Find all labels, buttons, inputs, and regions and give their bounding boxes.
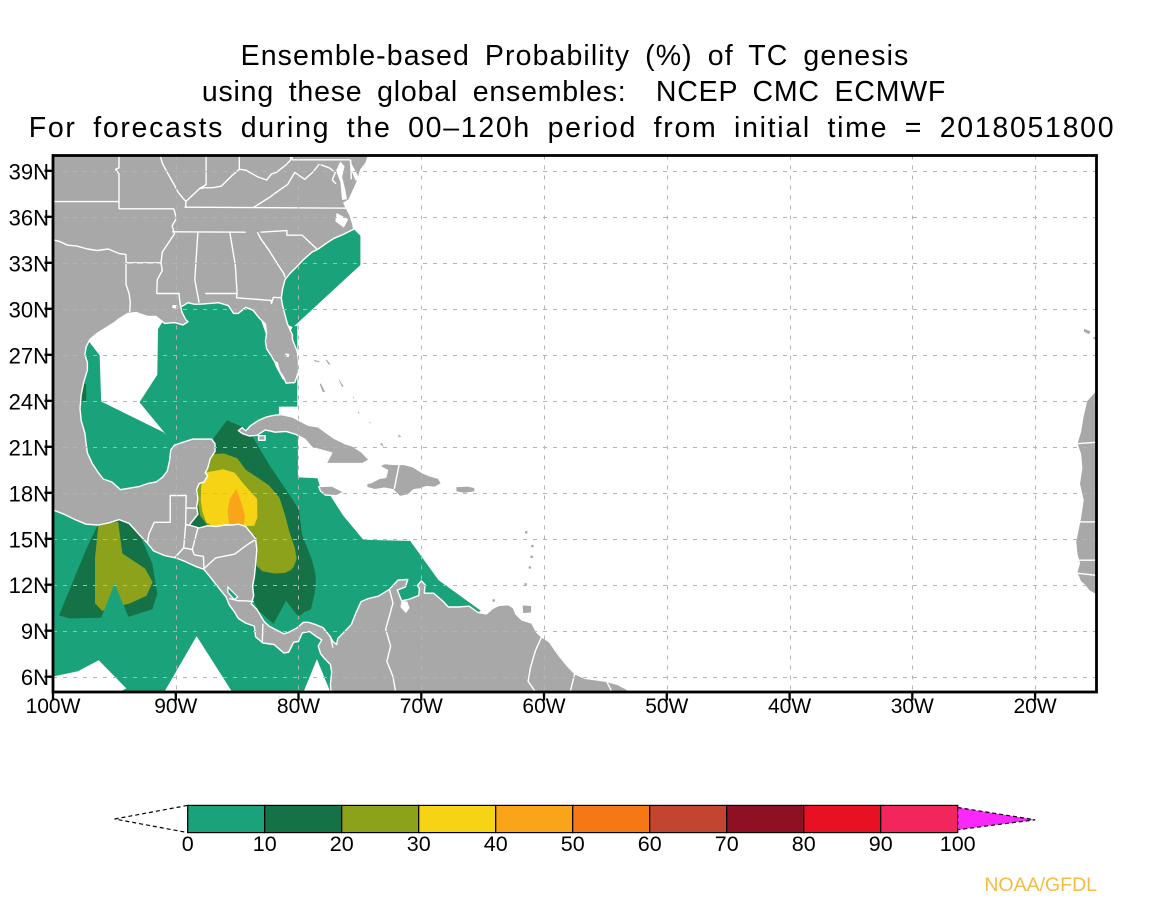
svg-text:9N: 9N [21, 619, 49, 644]
svg-text:33N: 33N [9, 251, 49, 276]
svg-text:NOAA/GFDL: NOAA/GFDL [984, 874, 1097, 896]
svg-text:30N: 30N [9, 297, 49, 322]
svg-text:0: 0 [182, 832, 194, 856]
svg-text:30: 30 [407, 832, 431, 856]
svg-text:90: 90 [869, 832, 893, 856]
svg-text:80W: 80W [277, 695, 320, 718]
svg-text:18N: 18N [9, 481, 49, 506]
svg-text:6N: 6N [21, 665, 49, 690]
svg-text:40W: 40W [768, 695, 811, 718]
svg-text:20: 20 [330, 832, 354, 856]
svg-text:Ensemble-based Probability (%): Ensemble-based Probability (%) of TC gen… [241, 40, 910, 72]
svg-text:12N: 12N [9, 573, 49, 598]
svg-text:60W: 60W [522, 695, 565, 718]
svg-text:20W: 20W [1014, 695, 1057, 718]
svg-text:70W: 70W [400, 695, 443, 718]
svg-text:60: 60 [638, 832, 662, 856]
svg-text:50: 50 [561, 832, 585, 856]
svg-text:30W: 30W [891, 695, 934, 718]
svg-text:21N: 21N [9, 435, 49, 460]
svg-text:70: 70 [715, 832, 739, 856]
svg-text:10: 10 [253, 832, 277, 856]
svg-text:36N: 36N [9, 205, 49, 230]
svg-text:27N: 27N [9, 343, 49, 368]
svg-text:using these global ensembles:: using these global ensembles: NCEP CMC E… [202, 76, 946, 108]
svg-text:For forecasts during the 00–12: For forecasts during the 00–120h period … [29, 112, 1116, 144]
svg-text:80: 80 [792, 832, 816, 856]
svg-text:39N: 39N [9, 159, 49, 184]
svg-text:90W: 90W [154, 695, 197, 718]
svg-text:40: 40 [484, 832, 508, 856]
svg-text:15N: 15N [9, 527, 49, 552]
svg-text:100: 100 [940, 832, 976, 856]
svg-text:50W: 50W [645, 695, 688, 718]
svg-text:100W: 100W [26, 695, 81, 718]
svg-text:24N: 24N [9, 389, 49, 414]
